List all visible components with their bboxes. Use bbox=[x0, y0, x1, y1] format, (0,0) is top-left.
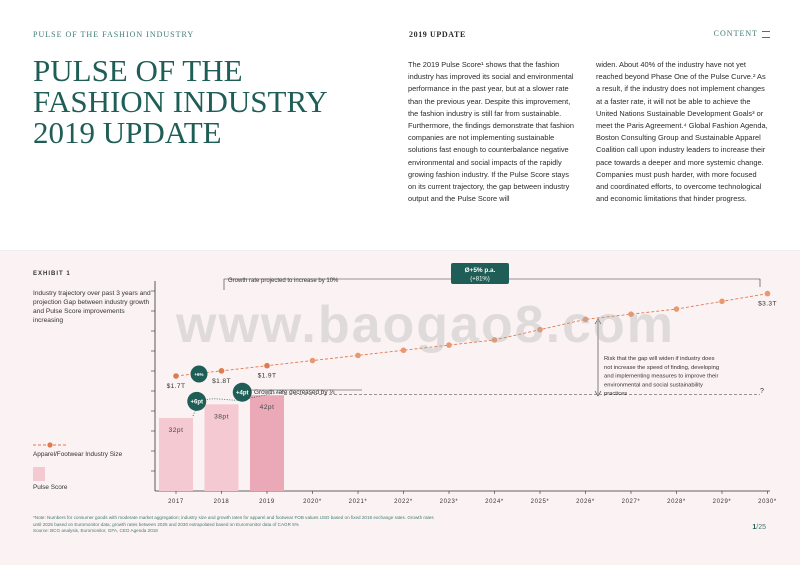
title-line: 2019 UPDATE bbox=[33, 115, 222, 150]
x-tick-label: 2030* bbox=[758, 499, 777, 505]
industry-size-point bbox=[355, 352, 361, 359]
x-tick-label: 2023* bbox=[440, 499, 459, 505]
industry-size-point bbox=[628, 311, 634, 317]
risk-note-line: not increase the speed of finding, devel… bbox=[604, 365, 719, 371]
industry-growth-badge-label: +6% bbox=[194, 372, 203, 377]
x-tick-label: 2021* bbox=[349, 499, 368, 505]
growth-badge-label: +6pt bbox=[190, 400, 203, 406]
x-tick-label: 2018 bbox=[214, 499, 230, 505]
legend-industry-size: Apparel/Footwear Industry Size bbox=[33, 451, 123, 458]
x-tick-label: 2026* bbox=[576, 499, 595, 505]
footnote: *Note: Numbers for consumer goods with m… bbox=[33, 515, 443, 535]
industry-size-line bbox=[175, 293, 768, 377]
industry-size-point bbox=[309, 357, 316, 364]
risk-note: Risk that the gap will widen if industry… bbox=[604, 356, 719, 397]
x-tick-label: 2027* bbox=[622, 499, 641, 505]
cagr-badge-line1: Ø+5% p.a. bbox=[465, 267, 496, 274]
body-column-1: The 2019 Pulse Score¹ shows that the fas… bbox=[408, 60, 574, 204]
exhibit-chart: 2017 2018 2019 2020* 2021* 2022* 2023* 2024* 202… bbox=[151, 263, 777, 505]
growth-badge bbox=[232, 382, 252, 402]
watermark-text: www.baogao8.com bbox=[176, 296, 676, 354]
industry-size-label: $1.7T bbox=[167, 383, 186, 390]
pulse-score-bar bbox=[250, 395, 284, 491]
legend-line-icon bbox=[33, 442, 67, 448]
bar-label: 42pt bbox=[260, 404, 275, 411]
cagr-badge bbox=[451, 263, 509, 284]
risk-note-line: environmental and social sustainability bbox=[604, 382, 703, 388]
growth-decreased-bracket bbox=[249, 389, 362, 396]
page-current: 1 bbox=[752, 524, 757, 531]
content-link-label: CONTENT bbox=[713, 29, 758, 38]
section-divider bbox=[0, 250, 800, 251]
x-tick-label: 2029* bbox=[713, 499, 732, 505]
industry-size-point bbox=[764, 290, 771, 297]
bar-label: 38pt bbox=[214, 413, 229, 420]
industry-size-point bbox=[491, 337, 498, 343]
x-tick-label: 2019 bbox=[259, 499, 275, 505]
industry-growth-badge bbox=[190, 365, 208, 383]
growth-badge bbox=[187, 391, 207, 411]
growth-projected-note: Growth rate projected to increase by 10% bbox=[228, 278, 339, 284]
x-tick-label: 2022* bbox=[394, 499, 413, 505]
exhibit-panel bbox=[0, 251, 800, 565]
legend-pulse-score: Pulse Score bbox=[33, 484, 68, 491]
x-tick-label: 2024* bbox=[485, 499, 504, 505]
section-label: 2019 UPDATE bbox=[409, 30, 466, 39]
industry-size-point bbox=[719, 298, 725, 305]
growth-decreased-note: Growth rate decreased by ⅓ bbox=[254, 389, 335, 396]
industry-size-point bbox=[582, 316, 589, 323]
industry-size-point bbox=[264, 362, 270, 369]
body-column-2: widen. About 40% of the industry have no… bbox=[596, 60, 768, 204]
page-number: 1/25 bbox=[752, 524, 766, 531]
risk-note-line: and implementing measures to improve the… bbox=[604, 374, 718, 380]
industry-size-label: $3.3T bbox=[758, 301, 777, 308]
industry-size-point bbox=[446, 342, 452, 348]
industry-size-point bbox=[218, 368, 225, 374]
page-total: /25 bbox=[756, 524, 766, 531]
industry-size-point bbox=[673, 306, 680, 312]
risk-note-line: practices bbox=[604, 391, 627, 397]
risk-note-line: Risk that the gap will widen if industry… bbox=[604, 356, 715, 362]
x-tick-label: 2028* bbox=[667, 499, 686, 505]
growth-badge-label: +4pt bbox=[236, 391, 249, 397]
x-tick-label: 2020* bbox=[303, 499, 322, 505]
footnote-note: *Note: Numbers for consumer goods with m… bbox=[33, 515, 434, 527]
industry-size-label: $1.9T bbox=[258, 373, 277, 380]
industry-size-label: $1.8T bbox=[212, 378, 231, 385]
unknown-marker: ? bbox=[760, 388, 764, 395]
industry-size-point bbox=[400, 347, 407, 354]
page-title: PULSE OF THE FASHION INDUSTRY 2019 UPDAT… bbox=[33, 55, 383, 148]
x-tick-label: 2025* bbox=[531, 499, 550, 505]
content-menu-link[interactable]: CONTENT bbox=[714, 29, 770, 38]
footnote-source: Source: BCG analysis, Euromonitor, GFA, … bbox=[33, 528, 158, 533]
bar-label: 32pt bbox=[169, 427, 184, 434]
industry-size-point bbox=[537, 326, 543, 333]
title-line: PULSE OF THE bbox=[33, 53, 243, 88]
cagr-badge-line2: (+81%) bbox=[470, 277, 490, 283]
industry-size-point bbox=[173, 373, 179, 379]
exhibit-label: EXHIBIT 1 bbox=[33, 271, 71, 277]
x-tick-label: 2017 bbox=[168, 499, 184, 505]
legend-bar-swatch bbox=[33, 467, 45, 481]
top-bar: PULSE OF THE FASHION INDUSTRY 2019 UPDAT… bbox=[0, 0, 800, 48]
menu-icon bbox=[762, 30, 770, 38]
pulse-score-bar bbox=[204, 404, 239, 491]
brand-label: PULSE OF THE FASHION INDUSTRY bbox=[33, 30, 195, 39]
pulse-score-bar bbox=[159, 418, 193, 491]
title-line: FASHION INDUSTRY bbox=[33, 84, 328, 119]
gap-arrow-heads bbox=[594, 318, 602, 397]
exhibit-description: Industry trajectory over past 3 years an… bbox=[33, 290, 151, 324]
